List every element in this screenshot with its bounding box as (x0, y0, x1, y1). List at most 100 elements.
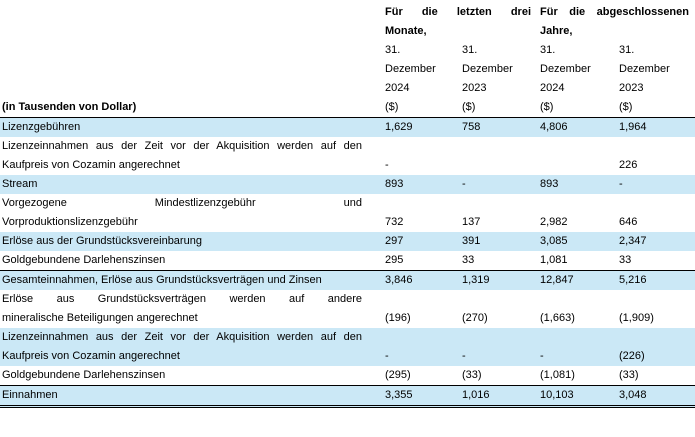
cell-value: 1,964 (619, 121, 647, 133)
table-row-subtotal: Gesamteinnahmen, Erlöse aus Grundstücksv… (0, 270, 695, 290)
financial-table: Für die letzten drei Monate, Für die abg… (0, 0, 695, 408)
row-label-line: Lizenzeinnahmen aus der Zeit vor der Akq… (2, 331, 362, 343)
group-header-line: Für die letzten drei (385, 6, 531, 18)
units-label: (in Tausenden von Dollar) (2, 101, 137, 113)
column-header-row: (in Tausenden von Dollar) 31. Dezember 2… (0, 41, 695, 117)
column-header-line: 31. (540, 44, 556, 56)
table-body: Lizenzgebühren 1,629 758 4,806 1,964 Liz… (0, 118, 695, 408)
cell-value: 732 (385, 216, 404, 228)
column-header-line: 2024 (385, 82, 410, 94)
table-row: Erlöse aus der Grundstücksvereinbarung 2… (0, 232, 695, 251)
table-row: Stream 893 - 893 - (0, 175, 695, 194)
table-row: Erlöse aus Grundstücksverträgen werden a… (0, 290, 695, 328)
group-header-line: Monate, (385, 25, 427, 37)
cell-value: 10,103 (540, 389, 574, 401)
cell-value: (295) (385, 369, 411, 381)
column-header-line: 2024 (540, 82, 565, 94)
row-label-line: Kaufpreis von Cozamin angerechnet (2, 159, 180, 171)
row-label: Stream (0, 175, 382, 194)
row-label: Erlöse aus der Grundstücksvereinbarung (0, 232, 382, 251)
cell-value: 1,081 (540, 254, 568, 266)
cell-value: - (619, 178, 623, 190)
cell-value: (196) (385, 312, 411, 324)
group-header-line: Für die abgeschlossenen (540, 6, 689, 18)
cell-value: 137 (462, 216, 481, 228)
cell-value: 295 (385, 254, 404, 266)
table-header: Für die letzten drei Monate, Für die abg… (0, 0, 695, 118)
row-label-line: mineralische Beteiligungen angerechnet (2, 312, 198, 324)
cell-value: 5,216 (619, 274, 647, 286)
cell-value: 391 (462, 235, 481, 247)
row-label-line: Kaufpreis von Cozamin angerechnet (2, 350, 180, 362)
row-label-line: Erlöse aus der Grundstücksvereinbarung (2, 235, 202, 247)
cell-value: 1,629 (385, 121, 413, 133)
column-header-line: 31. (385, 44, 401, 56)
column-header-line: 31. (619, 44, 635, 56)
row-label: Goldgebundene Darlehenszinsen (0, 366, 382, 385)
cell-value: 3,846 (385, 274, 413, 286)
table-row: Lizenzeinnahmen aus der Zeit vor der Akq… (0, 328, 695, 366)
row-label-line: Einnahmen (2, 389, 58, 401)
cell-value: 1,016 (462, 389, 490, 401)
column-header-line: ($) (619, 101, 633, 113)
cell-value: (1,663) (540, 312, 575, 324)
column-header-line: ($) (540, 101, 554, 113)
table-row: Goldgebundene Darlehenszinsen (295) (33)… (0, 366, 695, 385)
cell-value: - (462, 350, 466, 362)
table-row: Lizenzeinnahmen aus der Zeit vor der Akq… (0, 137, 695, 175)
column-header-line: Dezember (619, 63, 670, 75)
table-row: Lizenzgebühren 1,629 758 4,806 1,964 (0, 118, 695, 137)
group-header-years: Für die abgeschlossenen Jahre, (537, 3, 695, 41)
row-label-line: Gesamteinnahmen, Erlöse aus Grundstücksv… (2, 274, 322, 286)
cell-value: 893 (385, 178, 404, 190)
column-header-line: 2023 (462, 82, 487, 94)
column-header-line: Dezember (540, 63, 591, 75)
cell-value: (1,081) (540, 369, 575, 381)
cell-value: 646 (619, 216, 638, 228)
row-label: Gesamteinnahmen, Erlöse aus Grundstücksv… (0, 271, 382, 290)
cell-value: 297 (385, 235, 404, 247)
cell-value: 1,319 (462, 274, 490, 286)
cell-value: (33) (619, 369, 639, 381)
row-label-line: Goldgebundene Darlehenszinsen (2, 254, 166, 266)
cell-value: (1,909) (619, 312, 654, 324)
cell-value: 758 (462, 121, 481, 133)
column-header: 31. Dezember 2024 ($) (382, 41, 459, 117)
cell-value: 226 (619, 159, 638, 171)
column-header-line: 31. (462, 44, 478, 56)
cell-value: - (462, 178, 466, 190)
row-label: Erlöse aus Grundstücksverträgen werden a… (0, 290, 382, 328)
column-header-line: Dezember (462, 63, 513, 75)
cell-value: - (385, 350, 389, 362)
cell-value: (270) (462, 312, 488, 324)
cell-value: 2,347 (619, 235, 647, 247)
row-label: Vorgezogene Mindestlizenzgebühr und Vorp… (0, 194, 382, 232)
column-header-line: 2023 (619, 82, 644, 94)
cell-value: 3,048 (619, 389, 647, 401)
row-label-line: Goldgebundene Darlehenszinsen (2, 369, 166, 381)
row-label: Lizenzeinnahmen aus der Zeit vor der Akq… (0, 137, 382, 175)
group-header-three-months: Für die letzten drei Monate, (382, 3, 537, 41)
cell-value: (226) (619, 350, 645, 362)
cell-value: 33 (619, 254, 632, 266)
row-label: Lizenzgebühren (0, 118, 382, 137)
column-header: 31. Dezember 2024 ($) (537, 41, 616, 117)
cell-value: 4,806 (540, 121, 568, 133)
table-row-total: Einnahmen 3,355 1,016 10,103 3,048 (0, 385, 695, 408)
cell-value: 33 (462, 254, 475, 266)
row-label: Einnahmen (0, 386, 382, 405)
column-header: 31. Dezember 2023 ($) (459, 41, 537, 117)
cell-value: 3,085 (540, 235, 568, 247)
column-header-line: ($) (385, 101, 399, 113)
row-label-line: Vorgezogene Mindestlizenzgebühr und (2, 197, 362, 209)
row-label-line: Erlöse aus Grundstücksverträgen werden a… (2, 293, 362, 305)
row-label-line: Vorproduktionslizenzgebühr (2, 216, 138, 228)
cell-value: - (385, 159, 389, 171)
column-header-line: Dezember (385, 63, 436, 75)
cell-value: 893 (540, 178, 559, 190)
cell-value: 12,847 (540, 274, 574, 286)
cell-value: - (540, 350, 544, 362)
cell-value: 2,982 (540, 216, 568, 228)
group-header-line: Jahre, (540, 25, 573, 37)
table-row: Goldgebundene Darlehenszinsen 295 33 1,0… (0, 251, 695, 270)
